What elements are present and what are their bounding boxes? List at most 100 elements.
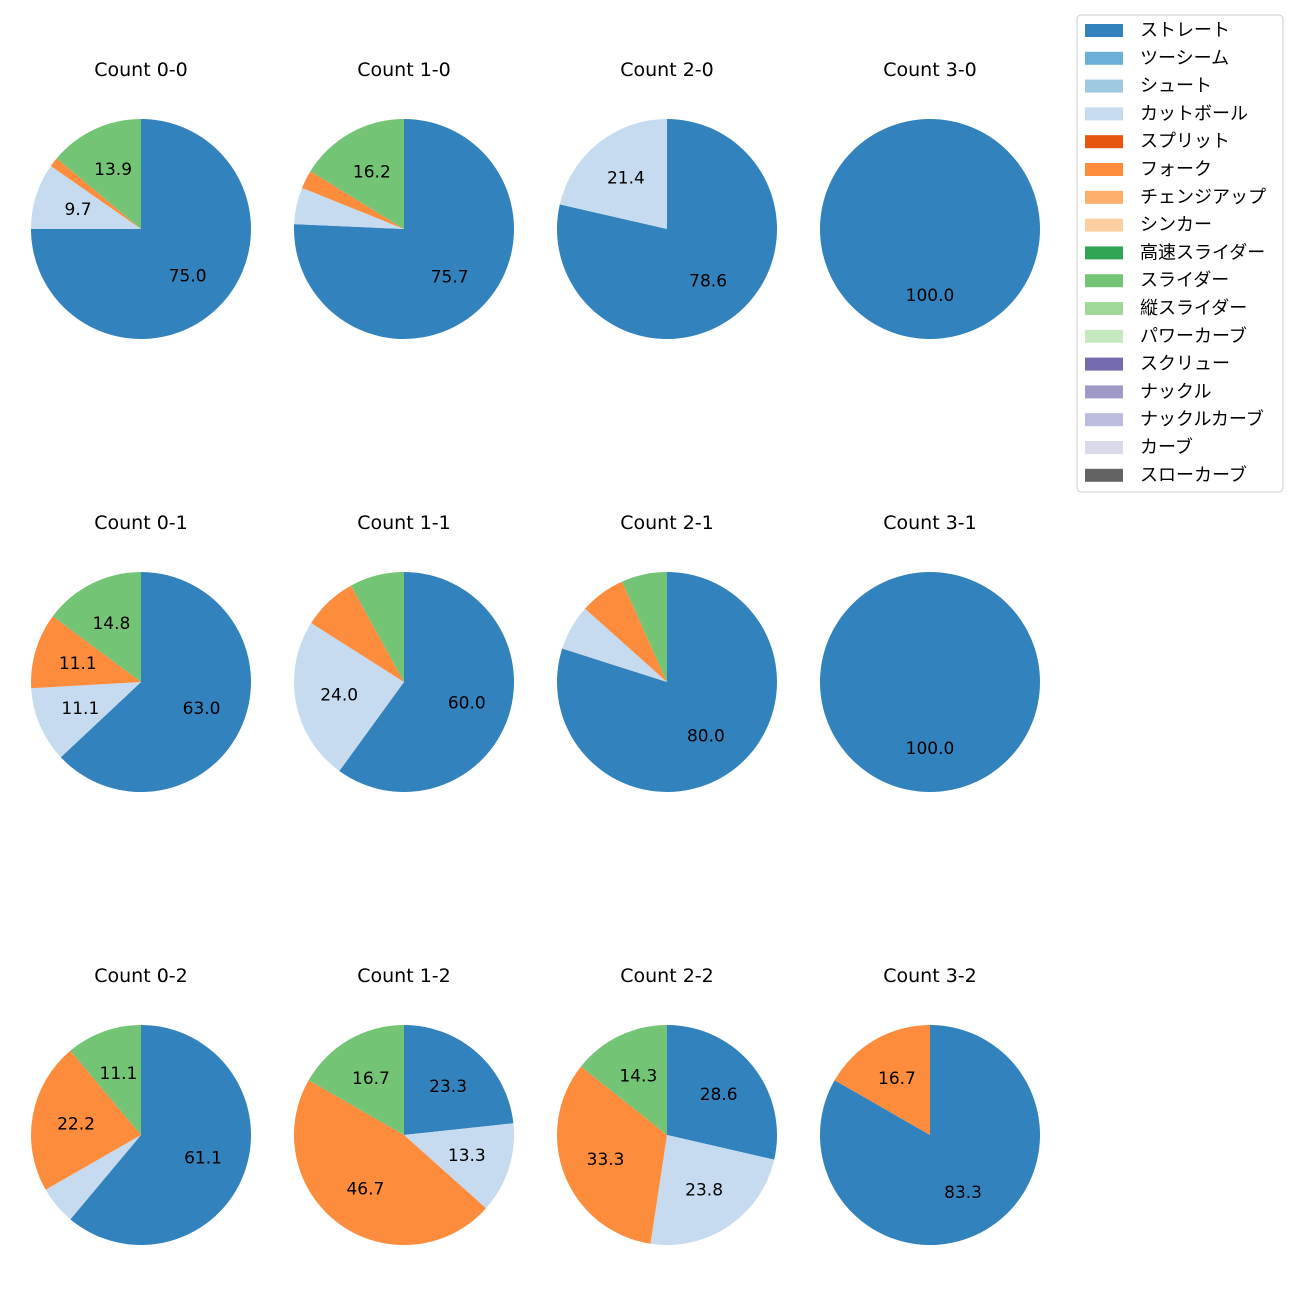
pie-title: Count 0-1	[94, 512, 188, 534]
legend-label: チェンジアップ	[1140, 187, 1266, 208]
legend-swatch	[1085, 190, 1123, 204]
pie-slice	[52, 572, 141, 682]
pie-title: Count 3-1	[883, 512, 977, 534]
slice-label: 16.2	[353, 162, 391, 182]
slice-label: 83.3	[944, 1183, 982, 1203]
slice-label: 24.0	[320, 685, 358, 705]
pie-slice	[56, 119, 141, 229]
pie-slice	[31, 616, 142, 689]
pie-count-2-2: Count 2-2 28.6 23.8 33.3 14.3	[557, 965, 777, 1245]
legend: ストレートツーシームシュートカットボールスプリットフォークチェンジアップシンカー…	[1076, 14, 1284, 493]
legend-label: パワーカーブ	[1140, 325, 1247, 347]
legend-swatch	[1085, 163, 1123, 176]
legend-swatch	[1085, 79, 1123, 93]
slice-label: 100.0	[906, 286, 955, 306]
pie-slice	[834, 1025, 930, 1135]
slice-label: 11.1	[59, 654, 97, 674]
legend-label: カーブ	[1140, 436, 1193, 458]
pie-count-2-0: Count 2-0 78.6 21.4	[557, 59, 778, 339]
legend-label: 高速スライダー	[1140, 242, 1265, 263]
legend-swatch	[1085, 357, 1123, 371]
pie-slice	[294, 187, 404, 229]
pie-slice	[562, 608, 667, 682]
pie-slice	[585, 581, 667, 682]
pie-slice	[404, 1025, 514, 1135]
pie-slice	[70, 1025, 141, 1135]
pie-slice	[557, 1066, 667, 1244]
legend-swatch	[1085, 302, 1123, 315]
legend-swatch	[1085, 24, 1123, 37]
legend-swatch	[1085, 441, 1123, 454]
slice-label: 61.1	[184, 1149, 222, 1169]
slice-label: 23.3	[429, 1077, 467, 1097]
pie-count-3-0: Count 3-0 100.0	[820, 59, 1040, 339]
pie-title: Count 2-0	[620, 59, 714, 81]
pie-slice	[820, 572, 1040, 792]
slice-label: 100.0	[906, 739, 955, 759]
slice-label: 22.2	[57, 1114, 95, 1134]
pie-count-0-1: Count 0-1 63.0 11.1 11.1 14.8	[31, 512, 252, 792]
legend-label: ツーシーム	[1140, 48, 1229, 69]
slice-label: 28.6	[700, 1085, 738, 1105]
pie-slice	[559, 119, 667, 229]
slice-label: 11.1	[100, 1064, 138, 1084]
slice-label: 75.7	[431, 268, 469, 288]
pie-slice	[667, 1025, 777, 1160]
pie-slice	[311, 585, 404, 682]
pie-count-2-1: Count 2-1 80.0	[557, 512, 778, 792]
slice-label: 14.3	[619, 1067, 657, 1087]
pie-slice	[294, 623, 404, 771]
slice-label: 21.4	[607, 168, 645, 188]
pie-title: Count 1-1	[357, 512, 451, 534]
pie-slice	[580, 1025, 667, 1135]
slice-label: 63.0	[183, 699, 221, 719]
pie-title: Count 3-0	[883, 59, 977, 81]
slice-label: 9.7	[65, 200, 92, 220]
pie-slice	[45, 1135, 141, 1220]
legend-label: スプリット	[1140, 131, 1230, 152]
pie-slice	[404, 1123, 514, 1209]
pie-count-3-2: Count 3-2 83.3 16.7	[819, 965, 1040, 1246]
pie-slice	[31, 682, 142, 758]
slice-label: 11.1	[61, 699, 99, 719]
slice-label: 13.9	[94, 160, 132, 180]
legend-label: スライダー	[1140, 270, 1229, 291]
pie-slice	[301, 171, 404, 229]
pie-count-0-0: Count 0-0 75.0 9.713.9	[31, 59, 251, 339]
slice-label: 14.8	[92, 614, 130, 634]
pie-slice	[60, 572, 252, 792]
pie-count-0-2: Count 0-2 61.1 22.2 11.1	[31, 965, 252, 1245]
legend-label: 縦スライダー	[1140, 298, 1247, 319]
legend-swatch	[1085, 413, 1123, 427]
legend-swatch	[1085, 107, 1123, 121]
legend-label: シンカー	[1140, 215, 1212, 236]
slice-label: 16.7	[352, 1069, 390, 1089]
pie-slice	[310, 119, 404, 229]
pie-title: Count 3-2	[883, 965, 977, 987]
legend-label: ナックルカーブ	[1140, 408, 1264, 430]
pie-slice	[293, 1080, 487, 1246]
pie-count-1-2: Count 1-2 23.3 13.3 46.7 16.7	[293, 965, 514, 1246]
pie-title: Count 1-0	[357, 59, 451, 81]
legend-swatch	[1085, 329, 1123, 343]
pie-title: Count 0-2	[94, 965, 188, 987]
legend-label: カットボール	[1140, 103, 1248, 124]
pie-count-3-1: Count 3-1 100.0	[820, 512, 1040, 792]
slice-label: 13.3	[448, 1146, 486, 1166]
pie-title: Count 1-2	[357, 965, 451, 987]
slice-label: 75.0	[169, 267, 207, 287]
pie-title: Count 2-1	[620, 512, 714, 534]
pie-title: Count 0-0	[94, 59, 188, 81]
pie-slice	[650, 1135, 775, 1245]
pie-slice	[339, 572, 514, 792]
legend-swatch	[1085, 51, 1123, 65]
pie-count-1-0: Count 1-0 75.7 16.2	[294, 59, 514, 339]
legend-label: シュート	[1140, 76, 1212, 97]
pie-slice	[50, 158, 141, 229]
legend-label: ストレート	[1140, 20, 1230, 41]
pie-slice	[308, 1025, 404, 1135]
pie-slice	[819, 1025, 1040, 1246]
slice-label: 23.8	[685, 1181, 723, 1201]
legend-label: スローカーブ	[1140, 464, 1247, 486]
